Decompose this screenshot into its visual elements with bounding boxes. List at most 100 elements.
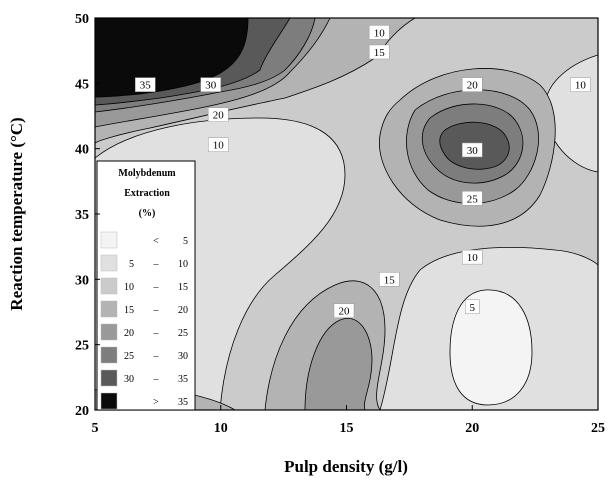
contour-labels: 10 15 35 30 20 10 20 10 30 25 10 15 20 5 [135,25,591,318]
contour-label-box [462,191,483,206]
legend-swatch [100,231,118,249]
contour-label: 15 [379,272,400,287]
contour-label: 10 [462,249,483,265]
legend-swatch [100,392,118,410]
legend-entry: <5 [100,231,188,249]
contour-label-text: 15 [374,47,386,59]
contour-label-box [333,303,355,318]
legend-entry: 30 – 35 [100,369,188,387]
legend-low: 25 [124,351,134,362]
legend-separator: – [153,282,160,293]
contour-label-box [135,77,156,92]
contour-label: 10 [368,25,390,40]
y-tick-label: 35 [75,208,89,223]
legend-title-line: Extraction [124,188,170,199]
axis-ticks: 5 10 15 20 25 20 25 30 35 40 45 50 [75,12,605,436]
legend-swatch [100,323,118,341]
legend-entry: 5 – 10 [100,254,188,272]
legend-low: 15 [124,305,134,316]
contour-label-box [368,44,390,60]
contour-label: 30 [200,77,221,92]
contour-label-box [462,142,483,158]
contour-fill-area [95,18,598,410]
legend-low: 10 [124,282,134,293]
legend-separator: – [153,305,160,316]
legend-high: 15 [178,282,188,293]
contour-label-text: 30 [205,80,217,92]
legend-separator: < [153,236,159,247]
contour-label-text: 20 [467,80,479,92]
legend-entry: 15 – 20 [100,300,188,318]
contour-label: 5 [465,299,480,315]
contour-label: 15 [368,44,390,60]
y-tick-label: 20 [75,404,89,419]
contour-label-box [368,25,390,40]
legend-low: 5 [129,259,134,270]
contour-label: 20 [333,303,355,318]
legend-swatch [100,277,118,295]
contour-label-box [462,249,483,265]
legend-swatch [100,346,118,364]
legend-low: 30 [124,374,134,385]
x-tick-label: 20 [465,421,479,436]
contour-label-box [462,77,483,92]
legend-title-line: Molybdenum [118,168,176,179]
legend-high: 25 [178,328,188,339]
contour-label-text: 35 [140,80,152,92]
contour-label: 30 [462,142,483,158]
contour-label-box [379,272,400,287]
contour-label-box [207,107,229,122]
legend-entry: 10 – 15 [100,277,188,295]
legend-separator: – [153,351,160,362]
legend-entry: 20 – 25 [100,323,188,341]
legend-high: 10 [178,259,188,270]
contour-label-text: 20 [338,306,350,318]
contour-label: 35 [135,77,156,92]
y-tick-label: 50 [75,12,89,27]
x-axis-label: Pulp density (g/l) [284,457,408,476]
legend-separator: – [153,328,160,339]
contour-label-text: 5 [470,302,476,314]
contour-label: 25 [462,191,483,206]
contour-label: 20 [207,107,229,122]
x-tick-label: 25 [591,421,605,436]
zone-top-left-over-35 [95,18,249,98]
contour-label-text: 30 [467,145,479,157]
x-tick-label: 15 [340,421,354,436]
legend-separator: – [153,374,160,385]
contour-label: 10 [570,77,591,92]
contour-label-text: 10 [213,140,225,152]
legend-high: 30 [178,351,188,362]
contour-label-box [465,299,480,315]
legend-separator: > [153,397,159,408]
legend-separator: – [153,259,160,270]
contour-label-text: 10 [374,27,386,39]
legend-swatch [100,369,118,387]
contour-label-text: 10 [467,252,479,264]
legend-swatch [100,300,118,318]
legend-high: 35 [178,374,188,385]
contour-label-box [570,77,591,92]
y-tick-label: 25 [75,339,89,354]
contour-label-box [200,77,221,92]
contour-label: 10 [207,137,229,152]
contour-label-text: 10 [575,80,587,92]
legend-swatch [100,254,118,272]
zone-bottom-middle-20-25 [304,318,373,410]
zone-bottom-right-min [449,289,533,406]
y-axis-label: Reaction temperature (°C) [7,117,26,310]
legend-high: 5 [183,236,188,247]
y-tick-label: 45 [75,77,89,92]
x-tick-label: 5 [92,421,99,436]
x-tick-label: 10 [214,421,228,436]
legend-high: 20 [178,305,188,316]
legend-high: 35 [178,397,188,408]
legend-low: 20 [124,328,134,339]
contour-label-text: 20 [213,110,225,122]
contour-label: 20 [462,77,483,92]
legend-entry: >35 [100,392,188,410]
contour-label-text: 15 [384,274,396,286]
y-tick-label: 30 [75,273,89,288]
